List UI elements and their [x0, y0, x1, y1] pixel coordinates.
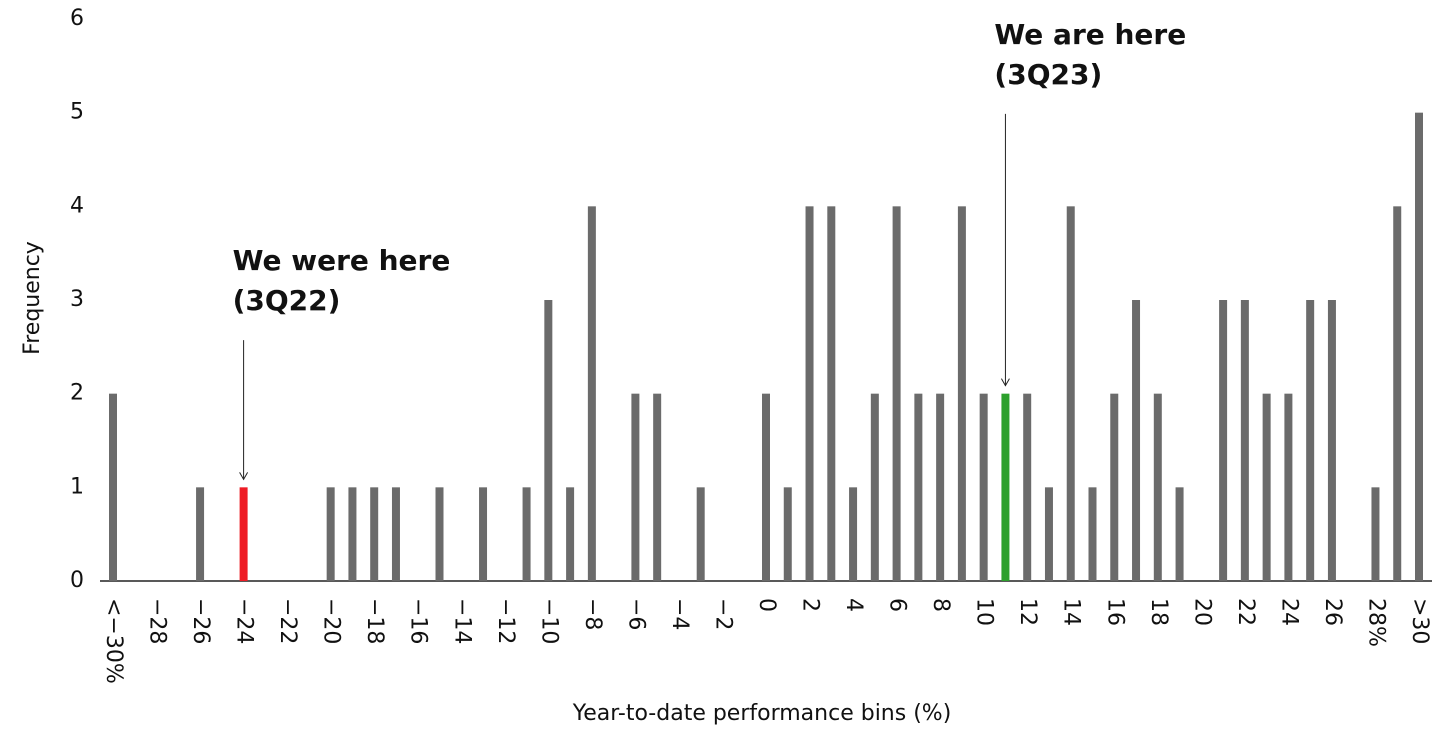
x-tick-label: −16: [406, 598, 431, 644]
x-tick-label: −18: [362, 598, 387, 644]
y-tick-label: 2: [70, 381, 84, 406]
bar: [1066, 206, 1075, 582]
bar: [805, 206, 814, 582]
bar: [1132, 300, 1141, 581]
x-tick-label: −26: [188, 598, 213, 644]
annotation: (3Q23): [994, 58, 1102, 91]
x-tick-label: 20: [1189, 598, 1214, 626]
bar: [1393, 206, 1402, 582]
annotation: We were here: [233, 244, 451, 277]
bar: [914, 393, 923, 581]
bar: [1175, 487, 1184, 581]
bar: [849, 487, 858, 581]
bar: [979, 393, 988, 581]
x-tick-label: 26: [1320, 598, 1345, 626]
y-axis-title: Frequency: [20, 241, 45, 355]
x-tick-label: >30: [1407, 598, 1432, 644]
x-tick-label: 18: [1146, 598, 1171, 626]
bar: [1044, 487, 1053, 581]
y-tick-label: 4: [70, 193, 84, 218]
bar: [1262, 393, 1271, 581]
y-tick-label: 6: [70, 6, 84, 31]
x-tick-label: 24: [1276, 598, 1301, 626]
bar: [1306, 300, 1315, 581]
bar: [696, 487, 705, 581]
x-tick-label: <−30%: [101, 598, 126, 684]
bar: [1153, 393, 1162, 581]
bar: [109, 393, 117, 581]
bar: [522, 487, 531, 581]
x-tick-label: 12: [1015, 598, 1040, 626]
bar: [326, 487, 335, 581]
bar: [957, 206, 966, 582]
annotation-arrowhead: [1000, 378, 1010, 387]
x-tick-label: 2: [798, 598, 823, 612]
y-tick-label: 5: [70, 100, 84, 125]
bar: [1371, 487, 1380, 581]
x-tick-label: −24: [232, 598, 257, 644]
bar: [1001, 393, 1010, 581]
bar: [1088, 487, 1097, 581]
x-tick-label: −10: [536, 598, 561, 644]
y-tick-label: 1: [70, 474, 84, 499]
bar: [196, 487, 205, 581]
annotation-arrowhead: [239, 472, 249, 481]
x-tick-label: 16: [1102, 598, 1127, 626]
y-tick-label: 0: [70, 568, 84, 593]
bar: [1240, 300, 1249, 581]
x-tick-label: 14: [1059, 598, 1084, 626]
bar: [1023, 393, 1032, 581]
x-tick-label: 8: [928, 598, 953, 612]
bar: [631, 393, 640, 581]
bar: [1284, 393, 1293, 581]
bar: [783, 487, 792, 581]
x-tick-label: −2: [710, 598, 735, 630]
x-tick-label: −14: [449, 598, 474, 644]
bar: [348, 487, 357, 581]
bar: [1110, 393, 1119, 581]
x-tick-label: −22: [275, 598, 300, 644]
bar: [370, 487, 379, 581]
x-tick-label: −12: [493, 598, 518, 644]
bar: [653, 393, 662, 581]
bar: [936, 393, 945, 581]
bar: [1327, 300, 1336, 581]
bar: [544, 300, 553, 581]
x-tick-label: 0: [754, 598, 779, 612]
bar: [391, 487, 400, 581]
x-tick-label: −28: [145, 598, 170, 644]
x-tick-label: 10: [972, 598, 997, 626]
bar: [870, 393, 879, 581]
y-tick-label: 3: [70, 287, 84, 312]
bar: [435, 487, 444, 581]
annotation: We are here: [994, 18, 1186, 51]
bar: [479, 487, 488, 581]
x-tick-label: −20: [319, 598, 344, 644]
bar: [762, 393, 770, 581]
x-tick-label: 28%: [1363, 598, 1388, 647]
bar: [827, 206, 836, 582]
x-tick-label: −8: [580, 598, 605, 630]
bar: [1219, 300, 1228, 581]
bar: [239, 487, 248, 581]
x-tick-label: 22: [1233, 598, 1258, 626]
x-tick-label: −6: [623, 598, 648, 630]
x-tick-label: 6: [885, 598, 910, 612]
bar: [566, 487, 575, 581]
x-tick-label: 4: [841, 598, 866, 612]
x-tick-label: −4: [667, 598, 692, 630]
bar: [892, 206, 901, 582]
annotation: (3Q22): [233, 284, 341, 317]
bar: [587, 206, 596, 582]
bar: [1415, 112, 1423, 582]
x-axis-title: Year-to-date performance bins (%): [572, 701, 952, 726]
